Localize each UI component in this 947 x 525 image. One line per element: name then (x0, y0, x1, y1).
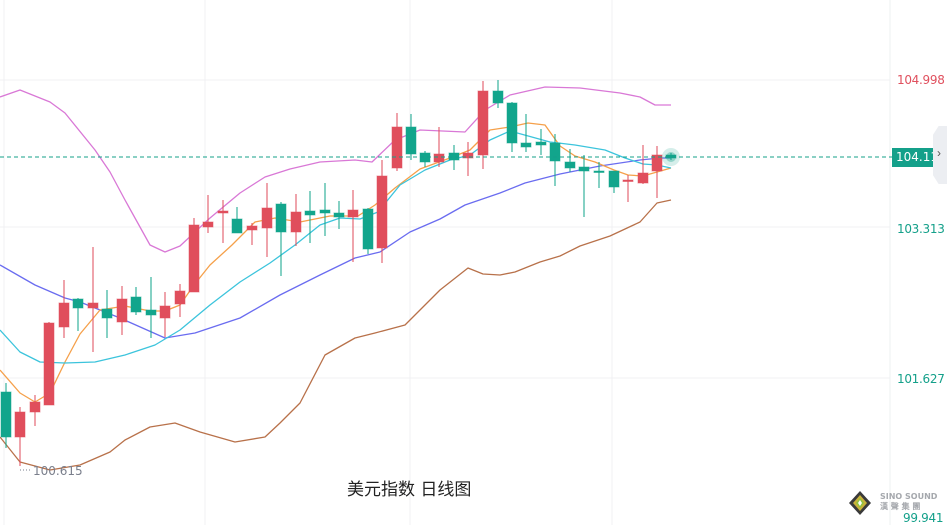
candle (72, 298, 84, 331)
candle (159, 292, 171, 337)
candle (231, 207, 243, 234)
candle (217, 200, 229, 243)
candle (549, 134, 561, 186)
candle (593, 162, 605, 188)
price-axis-label: 103.313 (897, 222, 945, 236)
candle (462, 142, 474, 176)
chart-title: 美元指数 日线图 (347, 480, 472, 500)
candle (651, 146, 663, 198)
candle (535, 129, 547, 155)
gridlines (0, 0, 890, 525)
candle (290, 194, 302, 246)
boll-mid-line (0, 157, 671, 339)
candle (506, 102, 518, 152)
price-axis-label: 104.998 (897, 73, 945, 87)
indicator-lines (0, 86, 672, 471)
chevron-right-icon: › (937, 146, 941, 160)
candle (261, 183, 273, 257)
candle (477, 81, 489, 169)
candle (116, 286, 128, 335)
candle (362, 208, 374, 254)
candle (202, 195, 214, 233)
candle (304, 191, 316, 243)
candle (188, 218, 200, 293)
candle (391, 113, 403, 171)
candle (637, 145, 649, 184)
ma10-line (0, 130, 672, 364)
candle (29, 395, 41, 426)
candle (347, 190, 359, 262)
boll-lower-line (0, 199, 672, 471)
candle (319, 183, 331, 236)
boll-upper-line (0, 86, 671, 253)
candles (0, 80, 677, 466)
candle (564, 149, 576, 172)
candle (333, 201, 345, 229)
candle (608, 170, 620, 193)
price-axis-label: 99.941 (903, 511, 944, 525)
candle (246, 223, 258, 245)
candle (578, 155, 590, 217)
candle (43, 322, 55, 406)
side-panel-toggle[interactable]: › (933, 126, 947, 184)
candle (275, 202, 287, 276)
lowest-price-marker: 100.615 (33, 464, 83, 478)
candle (376, 160, 388, 263)
candle (145, 277, 157, 338)
price-axis-label: 101.627 (897, 372, 945, 386)
watermark-text: SINO SOUND 漢 聲 集 團 (880, 492, 938, 511)
candle (520, 114, 532, 152)
candle (101, 290, 113, 338)
candle (622, 175, 634, 202)
candle (433, 127, 445, 167)
candle (58, 280, 70, 338)
candle (0, 383, 12, 448)
candle (130, 287, 142, 315)
candle (419, 151, 431, 167)
sino-sound-logo-icon (849, 491, 871, 515)
candle (14, 407, 26, 466)
current-candle-glow (662, 148, 680, 166)
candle (405, 114, 417, 160)
candle (174, 284, 186, 317)
candle (87, 247, 99, 352)
candle (492, 80, 504, 108)
